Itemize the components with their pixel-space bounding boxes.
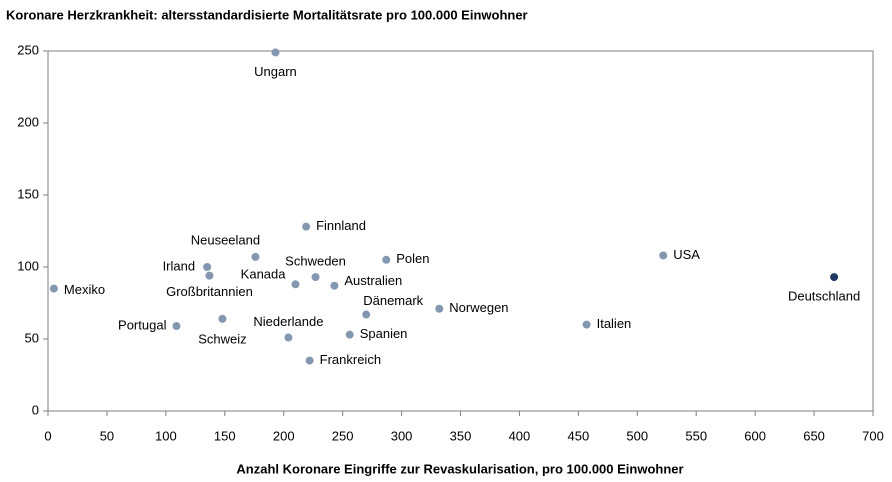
point-label: Italien <box>597 316 632 331</box>
x-tick-label: 700 <box>862 428 884 443</box>
plot-frame <box>47 50 874 412</box>
data-point <box>582 320 591 329</box>
point-label: Kanada <box>241 267 287 282</box>
data-point <box>172 322 181 331</box>
data-point <box>251 252 260 261</box>
x-axis-title: Anzahl Koronare Eingriffe zur Revaskular… <box>236 461 683 476</box>
point-label: Deutschland <box>788 289 860 304</box>
data-point <box>284 333 293 342</box>
point-label: USA <box>673 247 700 262</box>
data-point <box>205 271 214 280</box>
y-tick-label: 250 <box>17 42 39 57</box>
x-tick-label: 250 <box>332 428 354 443</box>
data-point <box>311 273 320 282</box>
data-point <box>302 222 311 231</box>
point-label: Frankreich <box>320 352 381 367</box>
data-point <box>291 280 300 289</box>
x-tick-label: 0 <box>44 428 51 443</box>
y-tick-label: 50 <box>25 330 39 345</box>
point-label: Großbritannien <box>166 284 253 299</box>
point-label: Dänemark <box>363 293 423 308</box>
y-tick-label: 0 <box>32 402 39 417</box>
point-label: Schweden <box>285 254 346 269</box>
data-point <box>830 273 839 282</box>
point-label: Niederlande <box>253 314 323 329</box>
point-label: Ungarn <box>254 64 297 79</box>
point-label: Irland <box>163 258 196 273</box>
point-label: Finnland <box>316 218 366 233</box>
point-label: Portugal <box>118 317 167 332</box>
data-point <box>362 310 371 319</box>
data-point <box>435 304 444 313</box>
data-point <box>218 314 227 323</box>
x-tick-label: 150 <box>214 428 236 443</box>
point-label: Polen <box>396 251 429 266</box>
data-point <box>305 356 314 365</box>
point-label: Australien <box>344 273 402 288</box>
chart-title: Koronare Herzkrankheit: altersstandardis… <box>6 7 528 22</box>
point-label: Schweiz <box>198 331 246 346</box>
point-label: Mexiko <box>64 282 105 297</box>
x-tick-label: 400 <box>509 428 531 443</box>
x-tick-label: 200 <box>273 428 295 443</box>
x-tick-label: 350 <box>450 428 472 443</box>
data-point <box>49 284 58 293</box>
x-tick-label: 50 <box>100 428 114 443</box>
point-label: Spanien <box>360 326 408 341</box>
data-point <box>271 48 280 57</box>
y-tick-label: 150 <box>17 186 39 201</box>
x-tick-label: 550 <box>685 428 707 443</box>
x-tick-label: 600 <box>744 428 766 443</box>
data-point <box>382 255 391 264</box>
y-tick-label: 100 <box>17 258 39 273</box>
point-label: Neuseeland <box>191 232 260 247</box>
x-tick-label: 500 <box>626 428 648 443</box>
data-point <box>330 281 339 290</box>
x-tick-label: 650 <box>803 428 825 443</box>
x-tick-label: 300 <box>391 428 413 443</box>
data-point <box>345 330 354 339</box>
x-tick-label: 100 <box>155 428 177 443</box>
data-point <box>203 263 212 271</box>
y-tick-label: 200 <box>17 114 39 129</box>
x-tick-label: 450 <box>568 428 590 443</box>
data-point <box>659 251 668 260</box>
point-label: Norwegen <box>449 300 508 315</box>
